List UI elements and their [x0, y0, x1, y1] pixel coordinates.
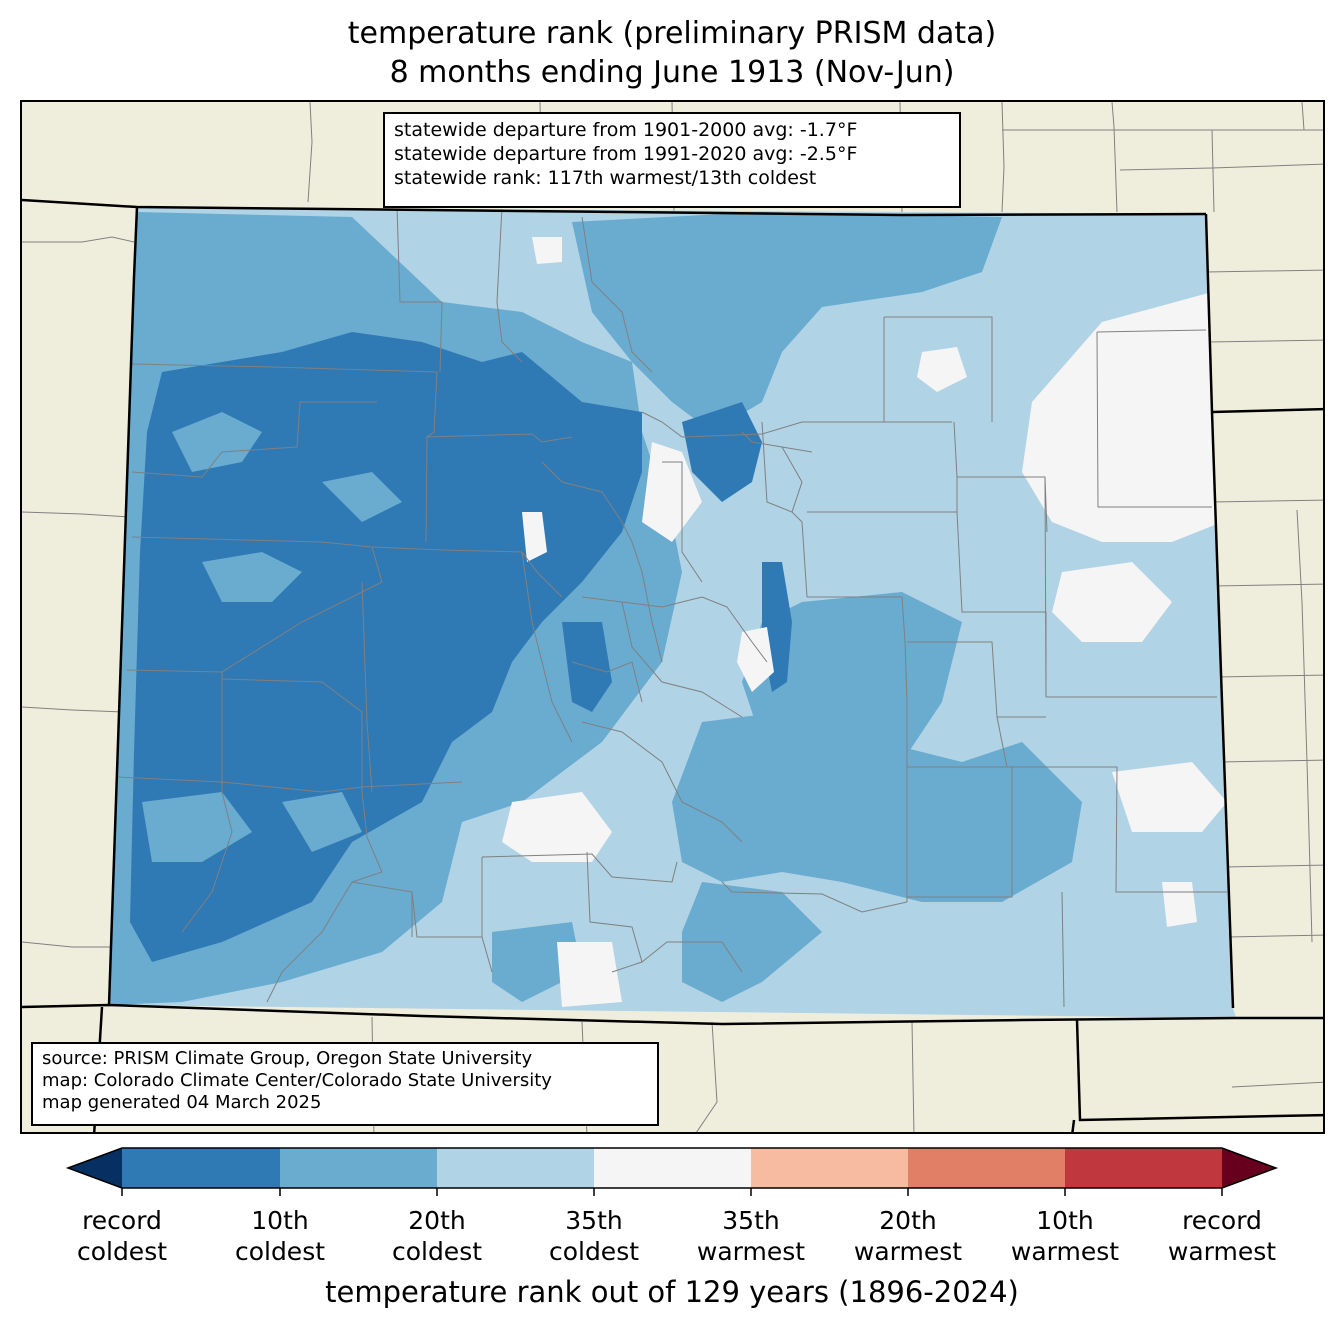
stats-line-1991-2020: statewide departure from 1991-2020 avg: …	[394, 143, 858, 165]
colorbar-seg-5	[751, 1148, 908, 1188]
colorbar-seg-6	[908, 1148, 1065, 1188]
stats-line-rank: statewide rank: 117th warmest/13th colde…	[394, 167, 817, 189]
colorbar-tick-label: 10th coldest	[234, 1206, 326, 1266]
colorbar-seg-3	[437, 1148, 594, 1188]
source-box: source: PRISM Climate Group, Oregon Stat…	[31, 1042, 659, 1126]
colorbar-tick-label: 35th coldest	[548, 1206, 640, 1266]
colorbar-seg-1	[122, 1148, 280, 1188]
colorbar-tick-label: 10th warmest	[1010, 1206, 1120, 1266]
county-lines	[116, 207, 1227, 1008]
source-line-prism: source: PRISM Climate Group, Oregon Stat…	[42, 1048, 533, 1069]
colorado-rank-map	[22, 102, 1323, 1132]
colorbar-title: temperature rank out of 129 years (1896-…	[325, 1275, 1019, 1309]
colorbar-tick-label: 35th warmest	[696, 1206, 806, 1266]
colorbar-seg-4	[594, 1148, 751, 1188]
colorbar-extend-low	[68, 1148, 122, 1188]
colorbar-tick-label: 20th coldest	[391, 1206, 483, 1266]
source-line-map: map: Colorado Climate Center/Colorado St…	[42, 1070, 552, 1091]
colorbar-ticks	[121, 1188, 1223, 1196]
rank-fill	[109, 207, 1236, 1018]
colorbar-seg-2	[280, 1148, 437, 1188]
statewide-stats-box: statewide departure from 1901-2000 avg: …	[383, 112, 961, 208]
state-boundaries	[22, 198, 1323, 1132]
source-line-generated: map generated 04 March 2025	[42, 1092, 322, 1113]
colorbar-seg-7	[1065, 1148, 1222, 1188]
colorbar-tick-label: record coldest	[76, 1206, 168, 1266]
map-panel	[20, 100, 1325, 1134]
colorbar-tick-label: 20th warmest	[853, 1206, 963, 1266]
colorbar-extend-high	[1222, 1148, 1276, 1188]
map-title: temperature rank (preliminary PRISM data…	[347, 16, 997, 51]
stats-line-1901-2000: statewide departure from 1901-2000 avg: …	[394, 119, 858, 141]
colorbar	[65, 1147, 1279, 1196]
colorbar-tick-label: record warmest	[1167, 1206, 1277, 1266]
map-subtitle: 8 months ending June 1913 (Nov-Jun)	[389, 55, 955, 90]
